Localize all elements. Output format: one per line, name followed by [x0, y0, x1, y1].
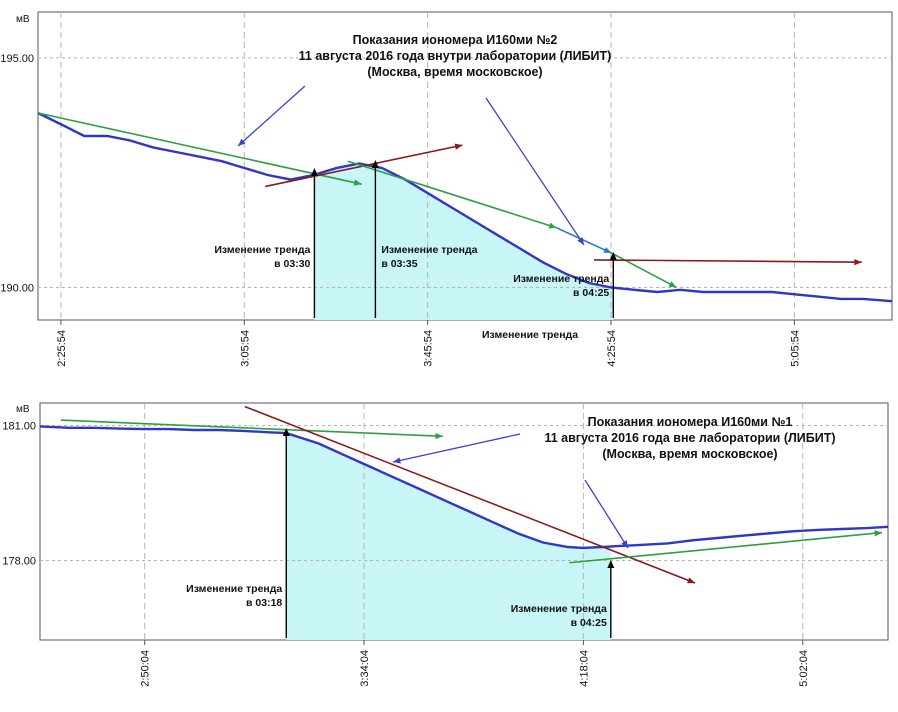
bottom-chart: мВ 181.00 178.00 2:50:04 3:34:04 4:18:04 5:02:… — [2, 402, 889, 687]
annotation-label: в 03:35 — [381, 258, 417, 270]
annotation-label: Изменение тренда — [186, 583, 282, 595]
y-tick-label: 195.00 — [0, 53, 34, 65]
chart-title-line: 11 августа 2016 года вне лаборатории (ЛИ… — [544, 431, 835, 445]
trend-line — [556, 227, 612, 254]
annotation-label: Изменение тренда — [214, 244, 310, 256]
y-unit-label: мВ — [16, 404, 30, 415]
trend-line — [60, 419, 443, 438]
annotation-arrowhead — [310, 168, 318, 176]
x-tick-label: 4:25:54 — [606, 330, 618, 367]
annotation-label: в 03:30 — [274, 258, 310, 270]
annotation-arrowhead — [371, 160, 379, 168]
y-tick-label: 178.00 — [2, 556, 36, 568]
title-pointer-arrowhead — [577, 237, 584, 245]
y-tick-label: 190.00 — [0, 282, 34, 294]
trend-line — [37, 112, 362, 185]
annotation-arrowhead — [282, 428, 290, 436]
trend-line — [594, 259, 862, 264]
x-tick-label: 3:45:54 — [423, 330, 435, 367]
trend-arrowhead — [603, 247, 612, 254]
trend-line — [569, 531, 883, 564]
trend-fill-region — [286, 433, 611, 640]
title-pointer-arrowhead — [393, 457, 401, 464]
title-pointer-arrowhead — [621, 540, 628, 548]
trend-arrowhead — [435, 432, 443, 440]
title-pointer-line — [485, 97, 585, 246]
x-tick-label: 5:02:04 — [798, 650, 810, 687]
x-tick-label: 4:18:04 — [578, 650, 590, 687]
chart-title-line: Показания иономера И160ми №2 — [353, 33, 558, 47]
title-pointer-arrowhead — [238, 138, 246, 146]
chart-title-line: Показания иономера И160ми №1 — [588, 415, 793, 429]
title-pointer-line — [392, 433, 521, 463]
trend-arrowhead — [874, 530, 883, 537]
series-line — [39, 425, 889, 550]
trend-arrowhead — [687, 577, 696, 584]
trend-arrowhead — [353, 179, 362, 186]
trend-line — [244, 405, 696, 584]
chart-title-line: (Москва, время московское) — [602, 447, 777, 461]
trend-arrowhead — [548, 222, 557, 229]
y-unit-label: мВ — [16, 14, 30, 25]
chart-title-line: (Москва, время московское) — [367, 65, 542, 79]
annotation-arrowhead — [607, 560, 615, 568]
annotation-label: в 03:18 — [246, 597, 282, 609]
x-tick-label: 2:50:04 — [140, 650, 152, 687]
annotation-label: в 04:25 — [573, 287, 609, 299]
trend-line — [347, 160, 557, 229]
trend-arrowhead — [454, 143, 463, 150]
annotation-arrowhead — [609, 252, 617, 260]
series-line — [37, 111, 893, 303]
trend-arrowhead — [854, 259, 862, 266]
x-tick-label: 3:05:54 — [239, 330, 251, 367]
x-tick-label: 3:34:04 — [359, 650, 371, 687]
trend-line — [611, 252, 677, 289]
top-chart: мВ 195.00 190.00 2:25:54 3:05:54 3:45:54 4:25:… — [0, 11, 893, 367]
x-tick-label: 5:05:54 — [789, 330, 801, 367]
x-tick-label: 2:25:54 — [56, 330, 68, 367]
title-pointer-line — [584, 479, 629, 549]
trend-fill-region — [314, 163, 614, 320]
chart-title-line: 11 августа 2016 года внутри лаборатории … — [299, 49, 612, 63]
annotation-label: Изменение тренда — [511, 603, 607, 615]
annotation-label: в 04:25 — [571, 617, 607, 629]
annotation-label: Изменение тренда — [381, 244, 477, 256]
y-tick-label: 181.00 — [2, 421, 36, 433]
trend-arrowhead — [668, 281, 677, 288]
title-pointer-line — [237, 85, 306, 147]
annotation-label: Изменение тренда — [513, 273, 609, 285]
x-axis-label: Изменение тренда — [482, 329, 578, 341]
